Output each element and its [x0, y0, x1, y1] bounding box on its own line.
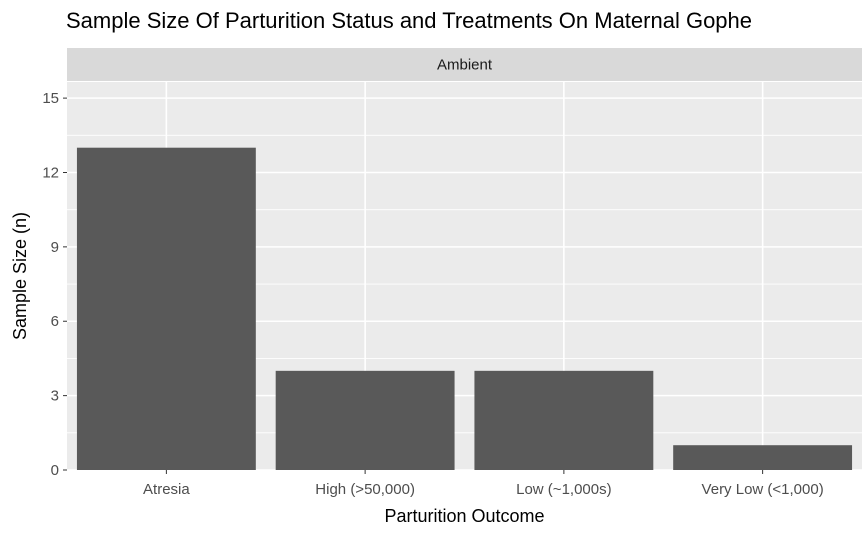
bars: [76, 147, 853, 470]
bar-very-low-1-000: [673, 445, 853, 470]
y-tick-label: 0: [51, 462, 59, 479]
y-axis: 0 3 6 9 12 15: [42, 90, 67, 479]
y-axis-title: Sample Size (n): [10, 212, 30, 340]
x-tick-label: Very Low (<1,000): [702, 481, 824, 498]
facet-strip-label: Ambient: [437, 57, 493, 74]
bar-atresia: [76, 147, 256, 470]
x-tick-label: High (>50,000): [315, 481, 415, 498]
x-axis-title: Parturition Outcome: [384, 506, 544, 526]
y-tick-label: 6: [51, 313, 59, 330]
x-tick-label: Low (~1,000s): [516, 481, 611, 498]
bar-low-1-000s: [474, 370, 654, 470]
y-tick-label: 12: [42, 164, 59, 181]
facet-strip: [67, 48, 862, 81]
y-tick-label: 15: [42, 90, 59, 107]
bar-high-50-000: [275, 370, 455, 470]
y-tick-label: 3: [51, 388, 59, 405]
chart-title: Sample Size Of Parturition Status and Tr…: [66, 8, 753, 33]
x-axis: Atresia High (>50,000) Low (~1,000s) Very L…: [143, 470, 824, 498]
x-tick-label: Atresia: [143, 481, 190, 498]
y-tick-label: 9: [51, 239, 59, 256]
